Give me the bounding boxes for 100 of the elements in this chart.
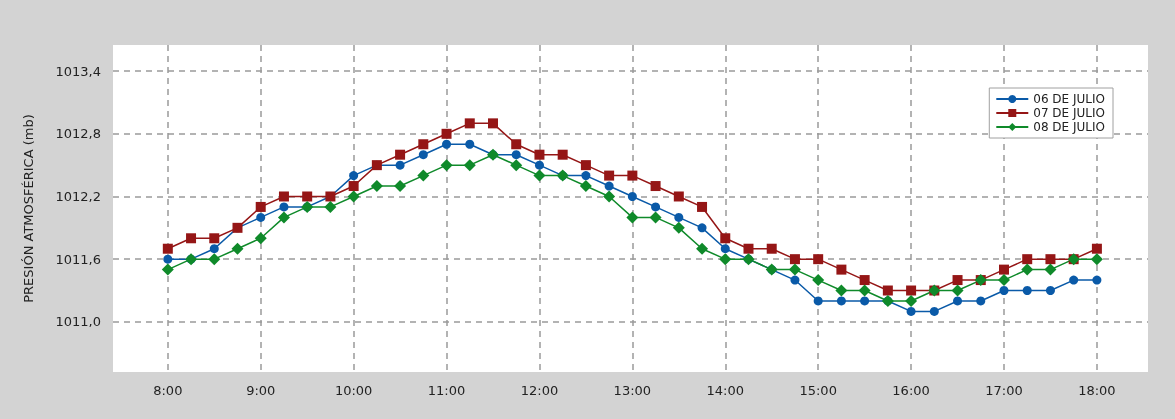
point [186, 233, 197, 244]
point [906, 285, 917, 296]
point [278, 191, 289, 202]
point [604, 181, 614, 191]
point [162, 243, 173, 254]
point [418, 139, 429, 150]
point [441, 128, 452, 139]
point [347, 190, 360, 203]
y-tick-label: 1011,0 [55, 314, 101, 330]
point [999, 286, 1009, 296]
point [488, 118, 498, 129]
point [1069, 275, 1079, 285]
point [836, 296, 846, 306]
point [256, 212, 266, 222]
legend-label: 06 DE JULIO [1033, 92, 1106, 106]
point [581, 171, 591, 181]
y-tick-label: 1013,4 [55, 63, 101, 79]
point [813, 254, 824, 265]
point [394, 180, 407, 193]
y-tick-label: 1012,2 [55, 188, 101, 204]
point [766, 243, 777, 254]
x-tick-label: 12:00 [520, 383, 559, 398]
point [324, 200, 337, 213]
point [163, 254, 173, 264]
point [998, 264, 1009, 275]
point [348, 181, 359, 192]
point [349, 171, 359, 181]
point [534, 160, 544, 170]
point [279, 202, 289, 212]
legend-label: 08 DE JULIO [1033, 120, 1106, 134]
point [627, 170, 638, 181]
y-axis-title: PRESIÓN ATMOSFÉRICA (mb) [21, 114, 36, 303]
point [743, 243, 754, 254]
point [557, 149, 568, 160]
point [1045, 254, 1056, 265]
point [651, 202, 661, 212]
point [976, 296, 986, 306]
point [580, 160, 591, 171]
point [302, 191, 313, 202]
x-tick-label: 9:00 [246, 383, 276, 398]
point [534, 149, 545, 160]
x-tick-label: 13:00 [613, 383, 652, 398]
x-tick-label: 16:00 [892, 383, 930, 398]
point [440, 159, 453, 172]
point [720, 244, 730, 254]
point [882, 285, 893, 296]
x-tick-label: 10:00 [334, 383, 373, 398]
point [951, 284, 964, 297]
point [464, 118, 475, 129]
point [603, 190, 616, 203]
point [604, 170, 615, 181]
point [1090, 253, 1103, 266]
point [1021, 263, 1034, 276]
x-tick-label: 17:00 [985, 383, 1023, 398]
point [1091, 243, 1102, 254]
point [463, 159, 476, 172]
point [813, 296, 823, 306]
point [650, 181, 661, 192]
legend-label: 07 DE JULIO [1033, 106, 1106, 120]
point [1045, 286, 1055, 296]
point [161, 263, 174, 276]
point [1092, 275, 1102, 285]
point [789, 254, 800, 265]
point [719, 253, 732, 266]
point [626, 211, 639, 224]
y-tick-label: 1011,6 [55, 251, 101, 267]
point [790, 275, 800, 285]
point [674, 212, 684, 222]
point [395, 160, 405, 170]
point [208, 253, 221, 266]
point [929, 306, 939, 316]
point [952, 275, 963, 286]
point [1044, 263, 1057, 276]
x-tick-label: 11:00 [427, 383, 466, 398]
point [953, 296, 963, 306]
point [209, 233, 220, 244]
x-tick-label: 18:00 [1078, 383, 1116, 398]
point [370, 180, 383, 193]
point [209, 244, 219, 254]
point [812, 274, 825, 287]
point [997, 274, 1010, 287]
point [442, 139, 452, 149]
point [417, 169, 430, 182]
point [277, 211, 290, 224]
point [672, 221, 685, 234]
point [1022, 286, 1032, 296]
point [418, 150, 428, 160]
point [511, 150, 521, 160]
point [395, 149, 406, 160]
point [696, 242, 709, 255]
point [835, 284, 848, 297]
point [905, 294, 918, 307]
point [836, 264, 847, 275]
x-tick-label: 14:00 [706, 383, 744, 398]
x-tick-label: 8:00 [153, 383, 183, 398]
point [858, 284, 871, 297]
point [1022, 254, 1033, 265]
point [673, 191, 684, 202]
point [697, 223, 707, 233]
point [533, 169, 546, 182]
